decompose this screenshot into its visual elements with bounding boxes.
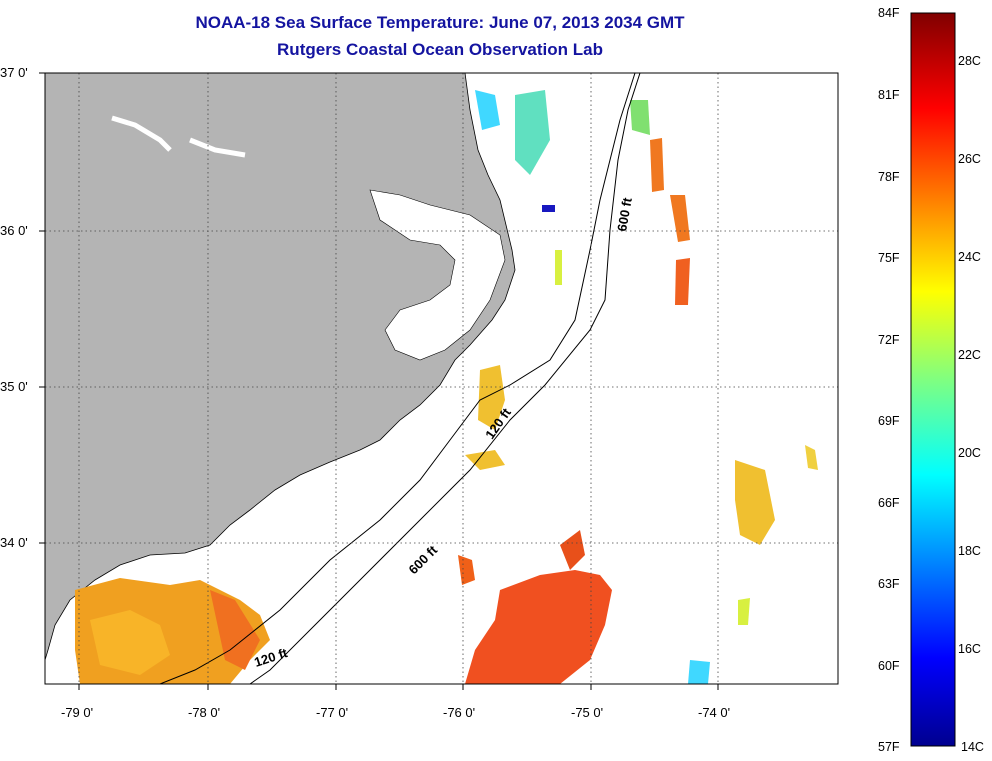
colorbar-c-label: 18C <box>958 544 981 558</box>
colorbar-f-label: 84F <box>878 6 900 20</box>
colorbar-c-label: 20C <box>958 446 981 460</box>
colorbar-c-label: 16C <box>958 642 981 656</box>
lon-tick-label: -79 0' <box>61 705 94 720</box>
contour-120ft <box>159 73 636 684</box>
map-subtitle: Rutgers Coastal Ocean Observation Lab <box>277 40 603 59</box>
map-title: NOAA-18 Sea Surface Temperature: June 07… <box>195 13 685 32</box>
colorbar-f-label: 57F <box>878 740 900 754</box>
map-border <box>44 72 839 685</box>
lon-tick-label: -76 0' <box>443 705 476 720</box>
colorbar-f-label: 81F <box>878 88 900 102</box>
sound-water <box>369 189 506 361</box>
colorbar-f-label: 63F <box>878 577 900 591</box>
colorbar-f-label: 60F <box>878 659 900 673</box>
colorbar-f-label: 72F <box>878 333 900 347</box>
contour-600ft <box>249 73 641 684</box>
colorbar-f-label: 78F <box>878 170 900 184</box>
lon-tick-label: -74 0' <box>698 705 731 720</box>
lat-tick-label: 34 0' <box>0 535 28 550</box>
colorbar-f-label: 69F <box>878 414 900 428</box>
contour-label: 600 ft <box>614 196 635 233</box>
axis-ticks <box>39 72 719 690</box>
lon-tick-label: -78 0' <box>188 705 221 720</box>
colorbar-c-label: 26C <box>958 152 981 166</box>
lon-tick-label: -75 0' <box>571 705 604 720</box>
colorbar-c-label: 24C <box>958 250 981 264</box>
grid-lines <box>45 73 838 684</box>
inland-river <box>111 115 246 158</box>
colorbar-c-label: 28C <box>958 54 981 68</box>
colorbar-c-label: 22C <box>958 348 981 362</box>
colorbar <box>910 12 956 747</box>
lat-tick-label: 37 0' <box>0 65 28 80</box>
lon-tick-label: -77 0' <box>316 705 349 720</box>
lat-tick-label: 36 0' <box>0 223 28 238</box>
colorbar-f-label: 66F <box>878 496 900 510</box>
lat-tick-label: 35 0' <box>0 379 28 394</box>
sst-patches <box>75 90 818 684</box>
colorbar-c-label: 14C <box>961 740 984 754</box>
colorbar-f-label: 75F <box>878 251 900 265</box>
